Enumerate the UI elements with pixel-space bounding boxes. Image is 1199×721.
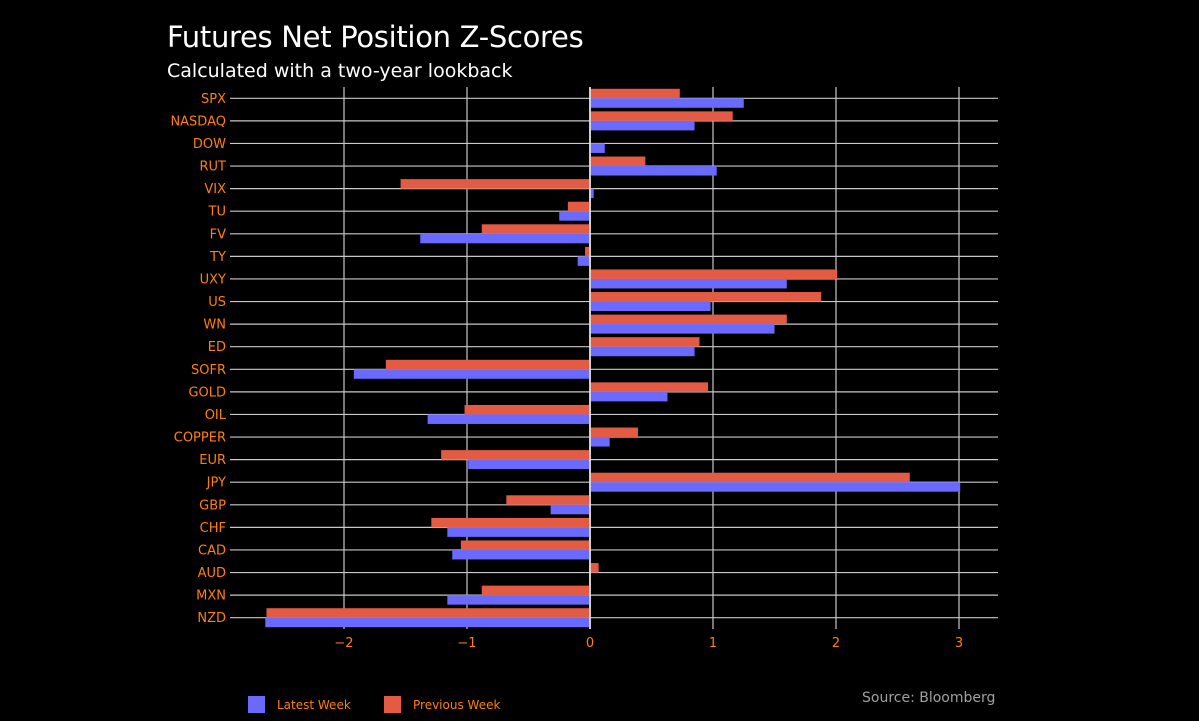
category-label: ED [208,340,226,355]
bar-latest-week [447,527,590,537]
category-label: NASDAQ [170,114,226,129]
bar-previous-week [590,292,822,302]
bar-previous-week [590,337,700,347]
bar-previous-week [481,585,590,596]
bar-previous-week [590,427,638,438]
bar-latest-week [447,595,590,605]
bar-latest-week [590,301,711,312]
category-label: UXY [200,272,226,287]
bar-previous-week [590,111,733,121]
bar-previous-week [590,88,680,99]
legend-latest: Latest Week [248,696,351,713]
bar-latest-week [590,120,695,131]
chart-title: Futures Net Position Z-Scores [167,20,584,54]
bar-previous-week [481,224,590,234]
bar-previous-week [590,314,787,325]
x-tick-label: 1 [709,636,717,651]
category-label: VIX [204,182,226,197]
legend-previous: Previous Week [384,696,500,713]
category-label: NZD [197,611,226,626]
bar-latest-week [452,549,590,560]
bar-previous-week [266,608,590,618]
legend-latest-swatch [248,696,265,713]
category-label: EUR [199,453,226,468]
bar-previous-week [590,269,838,279]
bar-previous-week [590,156,646,167]
bar-previous-week [590,472,910,483]
category-label: WN [203,318,226,333]
chart-subtitle: Calculated with a two-year lookback [167,60,513,82]
category-label: GOLD [188,385,226,400]
bar-previous-week [441,450,590,460]
x-tick-label: 3 [955,636,963,651]
bar-latest-week [265,617,590,628]
bar-latest-week [590,391,668,402]
category-label: GBP [199,498,226,513]
bar-previous-week [567,201,590,212]
category-label: AUD [198,566,226,581]
category-label: MXN [196,589,226,604]
category-label: JPY [206,476,226,491]
category-label: COPPER [174,431,226,446]
category-label: SOFR [191,363,226,378]
category-label: TU [208,205,226,220]
bar-previous-week [400,179,590,189]
bar-latest-week [590,278,787,289]
legend-previous-label: Previous Week [413,697,501,712]
bar-latest-week [468,459,590,470]
bar-latest-week [590,324,775,334]
bar-latest-week [559,211,590,221]
bar-previous-week [385,359,590,370]
bar-latest-week [427,414,590,424]
bar-latest-week [590,482,961,492]
bar-latest-week [353,369,590,379]
bar-previous-week [431,517,590,528]
category-label: DOW [193,137,226,152]
legend-previous-swatch [384,696,401,713]
bar-previous-week [464,404,590,415]
bar-latest-week [577,256,590,266]
bar-latest-week [590,437,610,447]
bar-previous-week [590,382,709,392]
bar-latest-week [590,166,717,176]
category-label: CAD [198,543,226,558]
category-label: CHF [200,521,226,536]
x-tick-label: 0 [586,636,594,651]
bar-latest-week [590,346,695,357]
legend-latest-label: Latest Week [277,697,351,712]
bar-latest-week [590,188,594,199]
bar-previous-week [590,563,599,573]
category-label: TY [209,250,226,265]
source-note: Source: Bloomberg [862,690,996,706]
bar-latest-week [550,504,590,515]
category-label: OIL [205,408,227,423]
category-label: RUT [200,160,227,175]
category-label: SPX [201,92,226,107]
bar-previous-week [506,495,590,505]
bar-previous-week [460,540,590,550]
bar-latest-week [590,143,605,153]
bar-previous-week [585,246,590,257]
bar-latest-week [590,98,744,108]
x-tick-label: 2 [832,636,840,651]
category-label: US [208,295,226,310]
x-tick-label: −1 [457,636,476,651]
category-label: FV [210,227,226,242]
bar-latest-week [420,233,590,244]
x-tick-label: −2 [334,636,353,651]
